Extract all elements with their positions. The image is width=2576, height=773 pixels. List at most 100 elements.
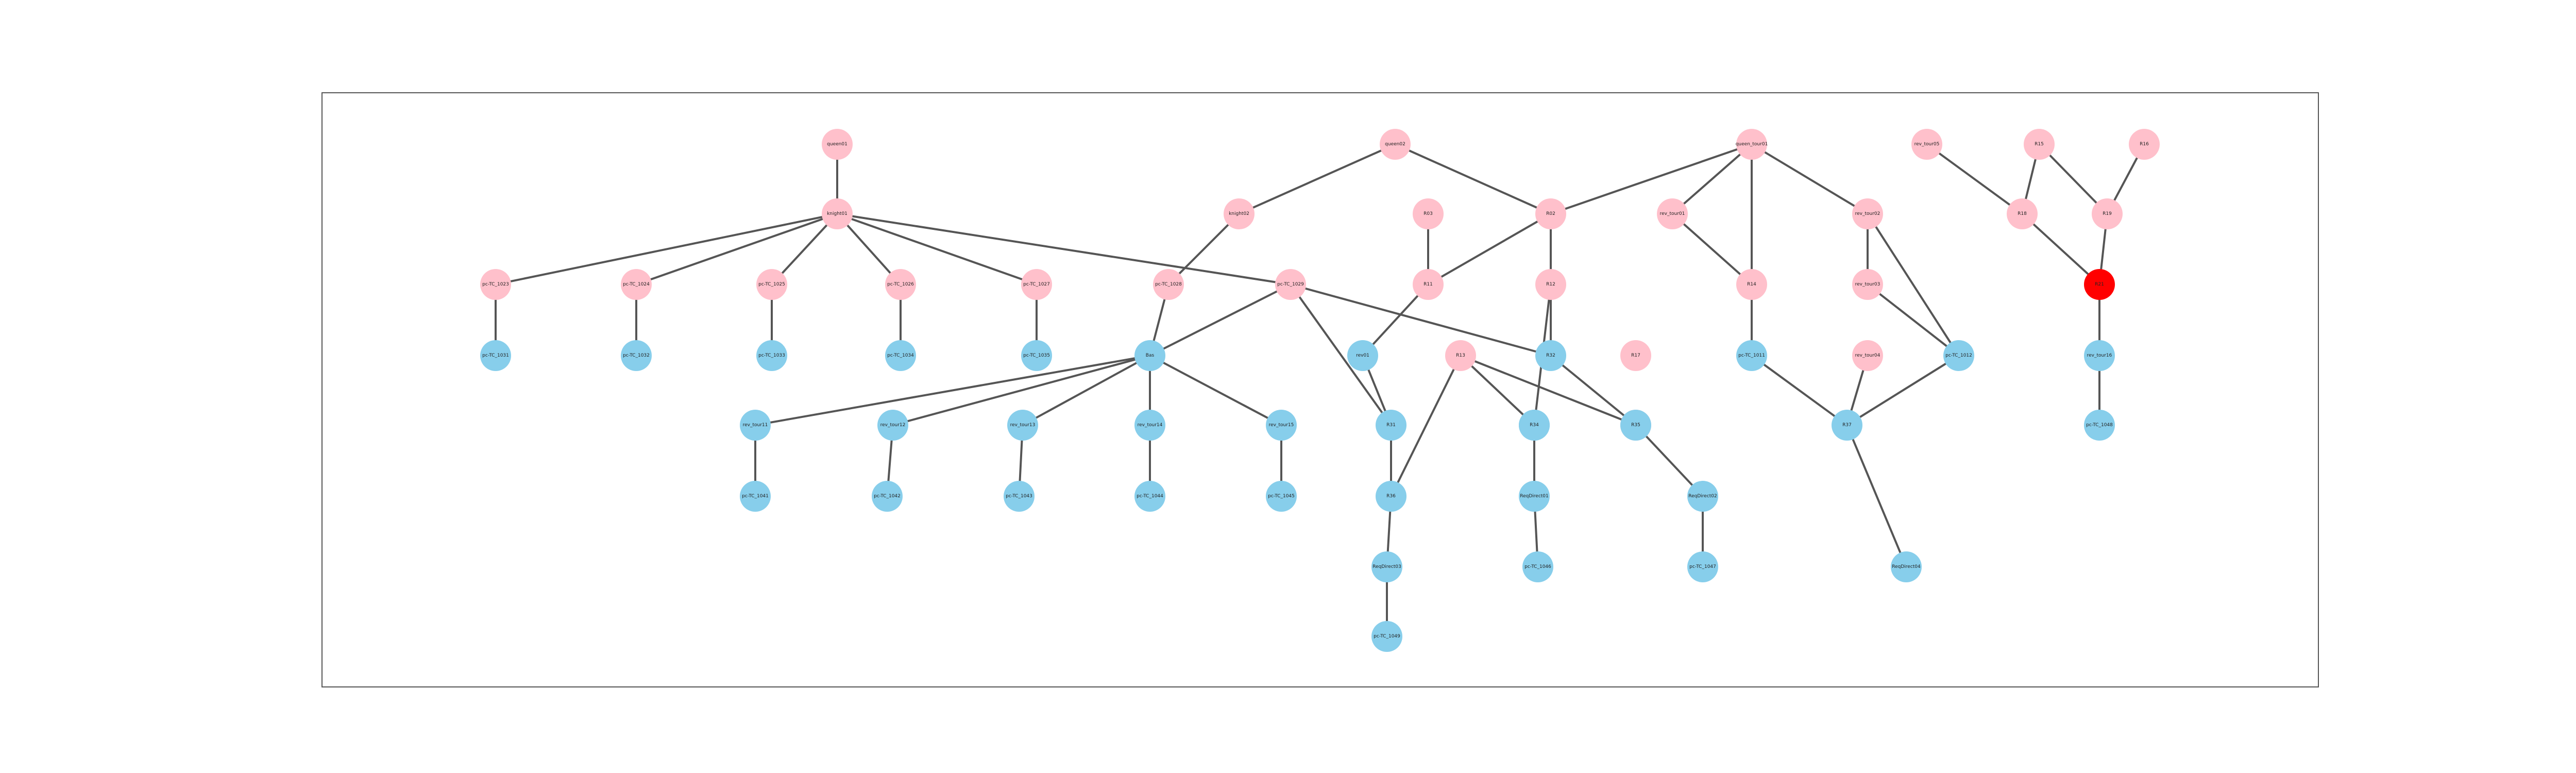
edge-n16-n36 xyxy=(1149,283,1291,357)
node-label: rev_tour05 xyxy=(1914,142,1940,147)
node-circle xyxy=(2092,198,2123,229)
node-circle xyxy=(1376,481,1406,512)
node-circle xyxy=(1004,481,1035,512)
node-label: pc-TC_1032 xyxy=(623,353,650,358)
node-label: pc-TC_1049 xyxy=(1374,634,1400,639)
node-n13: pc-TC_1026 xyxy=(885,269,916,300)
node-circle xyxy=(1535,198,1566,229)
edge-n39-n58 xyxy=(1751,355,1848,426)
node-n2: knight01 xyxy=(822,198,853,229)
edge-n19-n55 xyxy=(1390,355,1462,497)
node-n12: pc-TC_1025 xyxy=(756,269,787,300)
node-circle xyxy=(1519,410,1550,441)
node-n44: rev_tour14 xyxy=(1134,410,1165,441)
node-circle xyxy=(1413,269,1444,300)
node-n50: pc-TC_1041 xyxy=(740,481,771,512)
node-n25: R16 xyxy=(2129,129,2160,160)
node-label: pc-TC_1044 xyxy=(1137,494,1163,499)
edge-n16-n38 xyxy=(1290,283,1392,426)
node-circle xyxy=(2007,198,2038,229)
node-circle xyxy=(1007,410,1038,441)
node-circle xyxy=(1852,198,1883,229)
node-n52: pc-TC_1043 xyxy=(1004,481,1035,512)
node-label: Bas xyxy=(1146,353,1155,358)
node-circle xyxy=(621,269,652,300)
node-n51: pc-TC_1042 xyxy=(872,481,903,512)
node-label: pc-TC_1028 xyxy=(1155,282,1182,287)
node-label: pc-TC_1033 xyxy=(758,353,785,358)
node-circle xyxy=(1371,551,1402,582)
edge-n2-n14 xyxy=(837,213,1037,285)
node-circle xyxy=(1380,129,1411,160)
node-n20: rev_tour03 xyxy=(1852,269,1883,300)
node-n17: R11 xyxy=(1413,269,1444,300)
node-n53: pc-TC_1044 xyxy=(1134,481,1165,512)
node-label: rev_tour02 xyxy=(1855,211,1880,216)
node-label: R31 xyxy=(1386,423,1396,428)
node-label: pc-TC_1023 xyxy=(482,282,509,287)
node-circle xyxy=(1736,129,1767,160)
node-circle xyxy=(885,340,916,371)
node-circle xyxy=(1134,340,1165,371)
node-n18: R12 xyxy=(1535,269,1566,300)
node-label: R37 xyxy=(1842,423,1852,428)
node-circle xyxy=(877,410,908,441)
node-n16: pc-TC_1029 xyxy=(1275,269,1306,300)
node-n9: rev_tour02 xyxy=(1852,198,1883,229)
node-label: pc-TC_1043 xyxy=(1006,494,1032,499)
node-circle xyxy=(1266,410,1297,441)
node-label: ReqDirect04 xyxy=(1892,564,1921,569)
node-circle xyxy=(1852,340,1883,371)
node-label: pc-TC_1046 xyxy=(1524,564,1551,569)
node-n14: pc-TC_1027 xyxy=(1021,269,1052,300)
node-circle xyxy=(1275,269,1306,300)
node-circle xyxy=(756,269,787,300)
node-label: ReqDirect01 xyxy=(1520,494,1549,499)
node-n22: rev_tour04 xyxy=(1852,340,1883,371)
node-circle xyxy=(1852,269,1883,300)
node-circle xyxy=(2084,340,2115,371)
edge-n7-n9 xyxy=(1751,143,1869,215)
node-n43: rev_tour13 xyxy=(1007,410,1038,441)
node-n36: Bas xyxy=(1134,340,1165,371)
node-n28: R19 xyxy=(2092,198,2123,229)
edge-n8-n21 xyxy=(1671,213,1753,285)
node-circle xyxy=(1021,340,1052,371)
edge-n36-n45 xyxy=(1149,355,1282,426)
node-n56: ReqDirect01 xyxy=(1519,481,1550,512)
edge-n3-n5 xyxy=(1395,143,1551,215)
node-label: pc-TC_1026 xyxy=(887,282,914,287)
node-circle xyxy=(1519,481,1550,512)
node-n39: pc-TC_1011 xyxy=(1736,340,1767,371)
node-n15: pc-TC_1028 xyxy=(1153,269,1184,300)
node-circle xyxy=(740,481,771,512)
edge-n20-n49 xyxy=(1867,283,1960,357)
edge-n2-n12 xyxy=(771,213,838,285)
edge-n36-n42 xyxy=(892,355,1150,426)
node-label: R16 xyxy=(2140,142,2149,147)
node-label: knight01 xyxy=(827,211,848,216)
node-label: pc-TC_1034 xyxy=(887,353,914,358)
node-n54: pc-TC_1045 xyxy=(1266,481,1297,512)
node-label: pc-TC_1012 xyxy=(1945,353,1972,358)
node-label: rev_tour12 xyxy=(880,423,906,428)
node-label: R18 xyxy=(2018,211,2027,216)
node-circle xyxy=(1376,410,1406,441)
node-label: rev_tour14 xyxy=(1138,423,1163,428)
node-n65: pc-TC_1049 xyxy=(1371,621,1402,652)
node-n4: knight02 xyxy=(1224,198,1255,229)
node-n5: R02 xyxy=(1535,198,1566,229)
node-n6: R03 xyxy=(1413,198,1444,229)
node-circle xyxy=(1522,551,1553,582)
node-circle xyxy=(1371,621,1402,652)
edge-n3-n4 xyxy=(1239,143,1396,215)
node-circle xyxy=(1134,481,1165,512)
node-label: pc-TC_1035 xyxy=(1023,353,1050,358)
edge-n48-n57 xyxy=(1635,424,1704,497)
node-label: rev_tour01 xyxy=(1660,211,1685,216)
edge-n24-n28 xyxy=(2038,143,2108,215)
node-circle xyxy=(885,269,916,300)
node-n32: pc-TC_1032 xyxy=(621,340,652,371)
node-circle xyxy=(621,340,652,371)
node-n63: pc-TC_1048 xyxy=(2084,410,2115,441)
